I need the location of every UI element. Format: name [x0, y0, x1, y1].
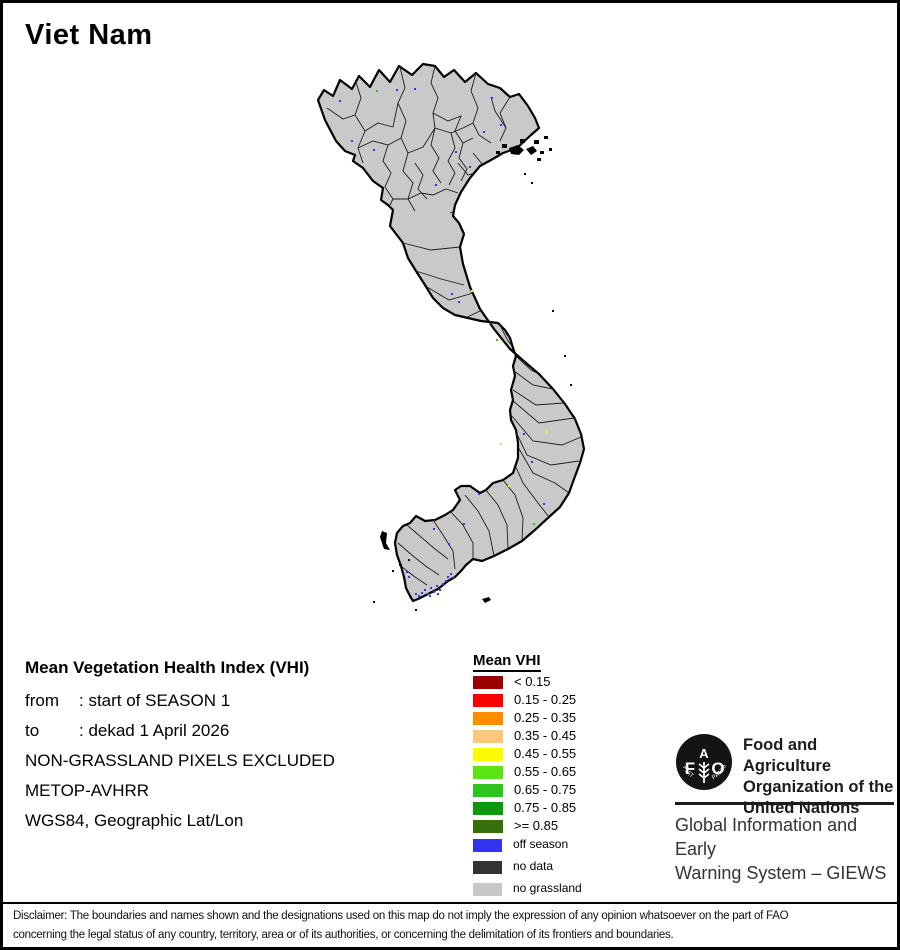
legend-item-off-season: off season: [473, 837, 569, 852]
off-season-pixels: [339, 88, 545, 597]
info-row-from: from : start of SEASON 1: [25, 691, 230, 711]
info-line-sensor: METOP-AVHRR: [25, 781, 150, 800]
legend-swatch: [473, 838, 502, 852]
legend-swatch: [473, 783, 503, 797]
legend-item: 0.25 - 0.35: [473, 709, 577, 725]
legend-label: 0.25 - 0.35: [514, 709, 577, 725]
giews-name: Global Information and Early Warning Sys…: [675, 813, 897, 885]
info-title: Mean Vegetation Health Index (VHI): [25, 658, 310, 677]
legend-swatch: [473, 711, 503, 725]
legend-label: < 0.15: [514, 673, 551, 689]
legend-item-no-data: no data: [473, 859, 554, 874]
legend-swatch: [473, 882, 502, 896]
fao-letter-f: F: [685, 759, 695, 778]
info-row-to: to : dekad 1 April 2026: [25, 721, 229, 741]
legend-item: 0.35 - 0.45: [473, 727, 577, 743]
fao-org-line-1: Food and Agriculture: [743, 736, 832, 775]
fao-letter-o: O: [711, 759, 724, 778]
wheat-icon: [698, 762, 710, 783]
disclaimer-text: Disclaimer: The boundaries and names sho…: [13, 907, 891, 945]
legend-swatch: [473, 801, 503, 815]
legend-item: 0.75 - 0.85: [473, 799, 577, 815]
legend-swatch: [473, 675, 503, 689]
legend-label: 0.35 - 0.45: [514, 727, 577, 743]
page-title: Viet Nam: [25, 19, 153, 51]
info-from-value: : start of SEASON 1: [79, 691, 231, 710]
legend-title: Mean VHI: [473, 652, 541, 672]
legend-label: no grassland: [513, 881, 582, 895]
giews-line-1: Global Information and Early: [675, 815, 858, 859]
legend-label: >= 0.85: [514, 817, 559, 833]
legend-item: >= 0.85: [473, 817, 559, 833]
legend-item: 0.55 - 0.65: [473, 763, 577, 779]
legend-label: 0.45 - 0.55: [514, 745, 577, 761]
info-to-value: : dekad 1 April 2026: [79, 721, 230, 740]
fao-logo: F A O FIAT PANIS: [676, 734, 732, 790]
disclaimer-line-1: Disclaimer: The boundaries and names sho…: [13, 910, 789, 922]
giews-line-2: Warning System – GIEWS: [675, 863, 887, 883]
fao-org-name: Food and Agriculture Organization of the…: [743, 735, 897, 819]
disclaimer-divider: [3, 902, 897, 904]
legend-swatch: [473, 765, 503, 779]
vhi-pixels: [376, 90, 548, 525]
vietnam-map: [316, 62, 586, 611]
fao-divider: [675, 802, 894, 805]
legend-item-no-grassland: no grassland: [473, 881, 582, 896]
legend-swatch: [473, 819, 503, 833]
legend-item: 0.15 - 0.25: [473, 691, 577, 707]
country-outline: [316, 62, 586, 603]
info-line-projection: WGS84, Geographic Lat/Lon: [25, 811, 244, 830]
legend-swatch: [473, 693, 503, 707]
legend-swatch: [473, 860, 502, 874]
legend-label: no data: [513, 859, 554, 873]
legend-label: 0.65 - 0.75: [514, 781, 577, 797]
legend-swatch: [473, 747, 503, 761]
legend-item: 0.65 - 0.75: [473, 781, 577, 797]
fao-org-line-2: Organization of the: [743, 778, 894, 796]
info-to-label: to: [25, 721, 40, 740]
islands: [373, 136, 572, 611]
legend-item: < 0.15: [473, 673, 551, 689]
info-from-label: from: [25, 691, 59, 710]
legend-label: 0.55 - 0.65: [514, 763, 577, 779]
info-line-exclusion: NON-GRASSLAND PIXELS EXCLUDED: [25, 751, 335, 770]
legend-swatch: [473, 729, 503, 743]
legend-label: 0.75 - 0.85: [514, 799, 577, 815]
disclaimer-line-2: concerning the legal status of any count…: [13, 929, 674, 941]
legend-label: off season: [513, 837, 569, 851]
legend-label: 0.15 - 0.25: [514, 691, 577, 707]
fao-letter-a: A: [699, 746, 709, 761]
legend-item: 0.45 - 0.55: [473, 745, 577, 761]
